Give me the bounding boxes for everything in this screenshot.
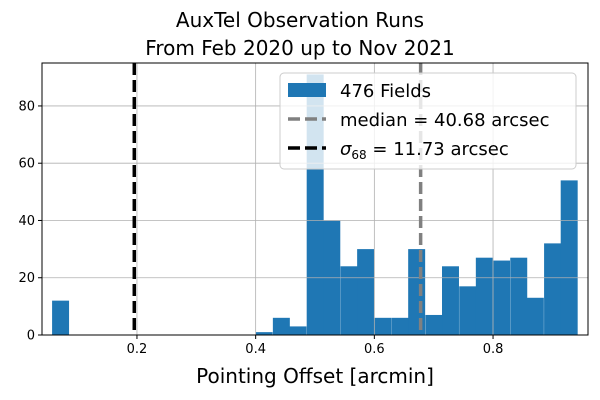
histogram-bar (510, 257, 528, 335)
x-tick-label: 0.6 (364, 342, 385, 357)
histogram-bar (374, 317, 392, 335)
histogram-bar (475, 257, 493, 335)
histogram-bar (526, 297, 544, 335)
histogram-bar (52, 300, 70, 335)
x-tick-label: 0.2 (127, 342, 148, 357)
histogram-bar (544, 243, 562, 335)
histogram-bar (289, 326, 307, 335)
chart-title-line2: From Feb 2020 up to Nov 2021 (145, 36, 455, 60)
legend-box (279, 72, 577, 170)
histogram-bar (357, 249, 375, 335)
histogram-bar (459, 286, 477, 335)
histogram-bar (391, 317, 409, 335)
x-tick-label: 0.8 (483, 342, 504, 357)
x-tick-label: 0.4 (245, 342, 266, 357)
y-tick-label: 80 (18, 99, 35, 114)
legend-hist-label: 476 Fields (340, 81, 431, 102)
legend-hist-swatch (288, 83, 326, 97)
histogram-bar (493, 260, 511, 335)
x-axis-label: Pointing Offset [arcmin] (196, 364, 434, 388)
histogram-bar (442, 266, 459, 335)
histogram-bar (408, 249, 426, 335)
y-tick-label: 20 (18, 271, 35, 286)
histogram-bar (340, 266, 358, 335)
y-tick-label: 0 (27, 329, 35, 344)
plot-frame (41, 62, 589, 336)
histogram-bar (560, 180, 578, 335)
histogram-bar (255, 332, 273, 335)
legend-sigma-label: σ68 = 11.73 arcsec (340, 139, 509, 162)
histogram-bar (425, 314, 443, 335)
y-tick-label: 60 (18, 157, 35, 172)
histogram-bar (272, 317, 290, 335)
legend-median-label: median = 40.68 arcsec (340, 110, 550, 131)
chart-title-line1: AuxTel Observation Runs (175, 8, 425, 32)
y-tick-label: 40 (18, 214, 35, 229)
